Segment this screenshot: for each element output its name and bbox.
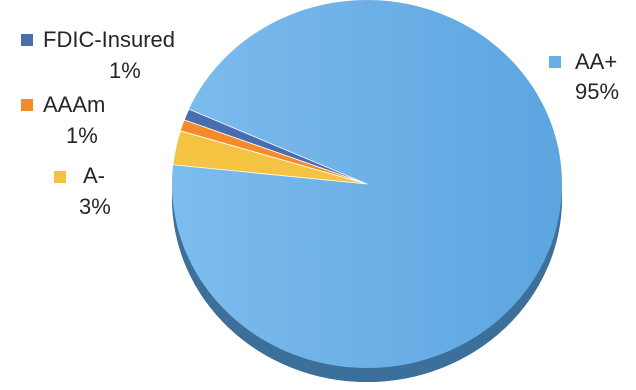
legend-value-fdic-insured: 1%	[109, 58, 141, 83]
pie-slices	[172, 0, 562, 369]
legend-value-a-minus: 3%	[79, 194, 111, 219]
legend-value-aa-plus: 95%	[575, 79, 620, 104]
legend-label-a-minus: A-	[83, 163, 105, 188]
legend-swatch-aaam	[21, 99, 33, 111]
legend-label-aaam: AAAm	[43, 92, 106, 117]
legend-label-aa-plus: AA+	[575, 49, 618, 74]
slice-fdic-insured	[183, 108, 368, 185]
legend-swatch-aa-plus	[549, 56, 561, 68]
legend-swatch-fdic-insured	[21, 34, 33, 46]
legend-label-fdic-insured: FDIC-Insured	[43, 27, 176, 52]
legend-value-aaam: 1%	[66, 123, 98, 148]
legend-swatch-a-minus	[54, 171, 66, 183]
